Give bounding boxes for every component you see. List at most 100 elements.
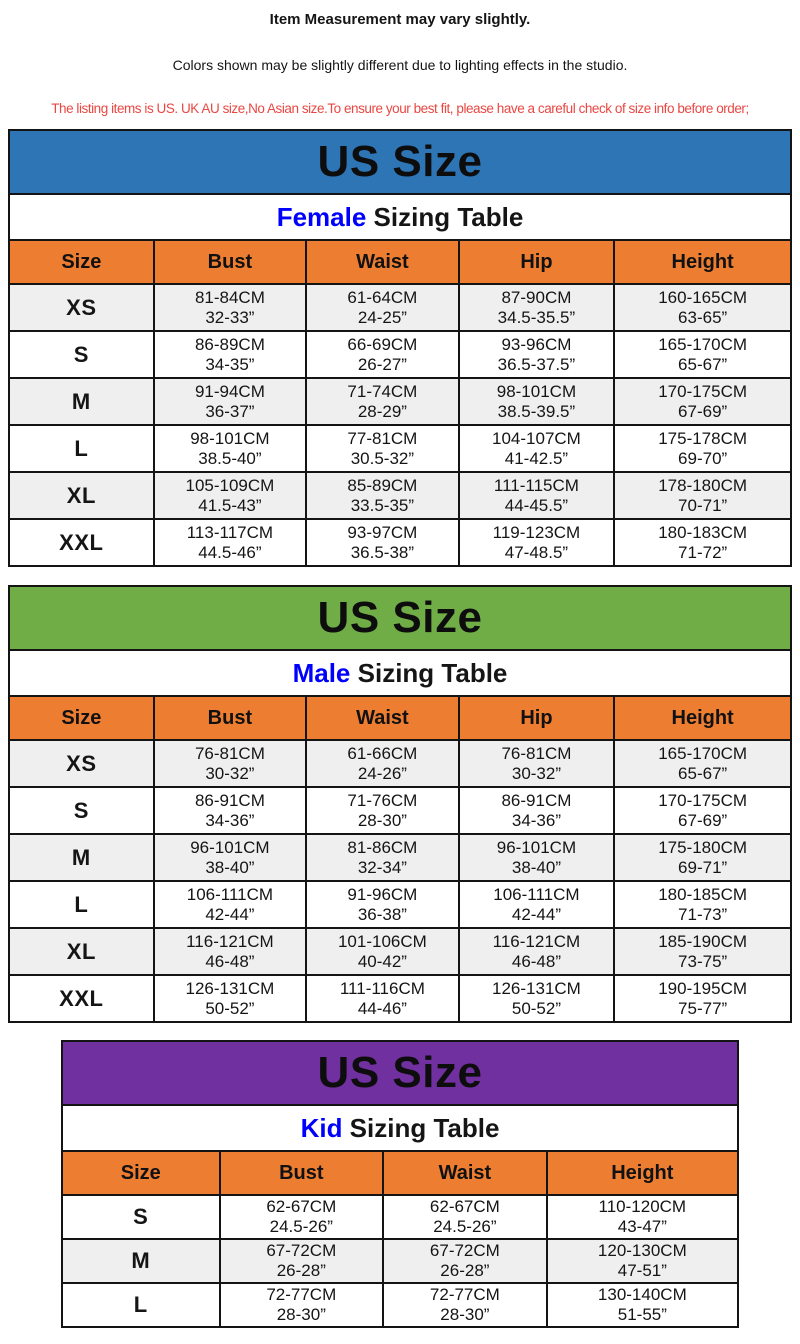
subtitle-row: Male Sizing Table (8, 649, 792, 697)
column-header-waist: Waist (305, 239, 460, 285)
measurement-cell: 76-81CM 30-32” (457, 739, 616, 788)
measurement-cell: 190-195CM 75-77” (613, 974, 792, 1023)
subtitle-row: Female Sizing Table (8, 193, 792, 241)
column-header-hip: Hip (457, 239, 616, 285)
size-label: XS (8, 739, 155, 788)
measurement-cell: 93-97CM 36.5-38” (305, 518, 460, 567)
measurement-cm: 126-131CM (185, 978, 275, 998)
us-size-banner-kid: US Size (61, 1040, 739, 1106)
measurement-inches: 75-77” (678, 998, 728, 1018)
measurement-inches: 73-75” (678, 951, 728, 971)
measurement-cm: 71-74CM (347, 381, 418, 401)
size-label: L (61, 1282, 221, 1328)
measurement-inches: 44.5-46” (198, 542, 262, 562)
measurement-cell: 96-101CM 38-40” (152, 833, 308, 882)
measurement-cm: 96-101CM (496, 837, 577, 857)
measurement-cell: 98-101CM 38.5-40” (152, 424, 308, 473)
measurement-cell: 72-77CM 28-30” (218, 1282, 385, 1328)
measurement-inches: 33.5-35” (350, 495, 415, 515)
measurement-cell: 76-81CM 30-32” (152, 739, 308, 788)
measurement-inches: 46-48” (205, 951, 255, 971)
measurement-cm: 86-91CM (501, 790, 572, 810)
measurement-inches: 51-55” (617, 1305, 667, 1324)
measurement-cm: 85-89CM (347, 475, 418, 495)
measurement-cm: 96-101CM (190, 837, 270, 857)
column-header-height: Height (545, 1150, 740, 1196)
measurement-cm: 111-115CM (493, 475, 579, 495)
measurement-cm: 98-101CM (190, 428, 270, 448)
measurement-inches: 36-38” (357, 904, 407, 924)
measurement-cell: 110-120CM 43-47” (545, 1194, 740, 1240)
measurement-cm: 101-106CM (337, 931, 427, 951)
table-row: XXL 126-131CM 50-52” 111-116CM 44-46” 126-131… (8, 974, 792, 1023)
measurement-cm: 113-117CM (186, 522, 274, 542)
measurement-cm: 160-165CM (658, 287, 748, 307)
banner-row: US Size (61, 1040, 739, 1106)
measurement-cell: 96-101CM 38-40” (457, 833, 616, 882)
column-header-bust: Bust (218, 1150, 385, 1196)
measurement-cm: 180-183CM (658, 522, 748, 542)
measurement-inches: 26-27” (357, 354, 407, 374)
size-label: L (8, 424, 155, 473)
measurement-inches: 34-35” (205, 354, 255, 374)
subtitle-row: Kid Sizing Table (61, 1104, 739, 1152)
measurement-inches: 46-48” (511, 951, 561, 971)
kid-sizing-table: US Size Kid Sizing Table Size Bust Waist… (61, 1040, 740, 1328)
measurement-cm: 77-81CM (347, 428, 418, 448)
measurement-cm: 116-121CM (492, 931, 581, 951)
measurement-cm: 61-64CM (347, 287, 418, 307)
measurement-cm: 86-91CM (194, 790, 265, 810)
measurement-inches: 26-28” (276, 1261, 326, 1280)
measurement-inches: 40-42” (357, 951, 407, 971)
table-row: S 86-89CM 34-35” 66-69CM 26-27” 93-96CM 36.5-3… (8, 330, 792, 379)
subtitle-accent-female: Female (276, 201, 367, 232)
measurement-cm: 106-111CM (186, 884, 274, 904)
measurement-inches: 28-29” (357, 401, 407, 421)
subtitle-rest: Sizing Table (366, 201, 524, 232)
measurement-cell: 67-72CM 26-28” (382, 1238, 548, 1284)
column-header-size: Size (8, 695, 155, 741)
measurement-inches: 28-30” (357, 810, 407, 830)
measurement-inches: 63-65” (678, 307, 728, 327)
measurement-cell: 62-67CM 24.5-26” (382, 1194, 548, 1240)
measurement-inches: 26-28” (440, 1261, 490, 1280)
measurement-cm: 185-190CM (658, 931, 748, 951)
measurement-cm: 106-111CM (493, 884, 580, 904)
measurement-cell: 130-140CM 51-55” (545, 1282, 740, 1328)
male-table-subtitle: Male Sizing Table (8, 649, 792, 697)
column-header-row: Size Bust Waist Height (61, 1150, 740, 1196)
measurement-inches: 41-42.5” (504, 448, 569, 468)
size-label: XS (8, 283, 155, 332)
measurement-inches: 38-40” (511, 857, 561, 877)
measurement-cell: 175-178CM 69-70” (613, 424, 792, 473)
measurement-inches: 42-44” (511, 904, 561, 924)
size-label: XXL (8, 518, 155, 567)
measurement-inches: 34-36” (511, 810, 561, 830)
size-label: S (61, 1194, 221, 1240)
measurement-inches: 38.5-39.5” (497, 401, 576, 421)
measurement-cm: 76-81CM (194, 743, 265, 763)
table-row: XL 116-121CM 46-48” 101-106CM 40-42” 116-121C… (8, 927, 792, 976)
measurement-inches: 38-40” (205, 857, 255, 877)
measurement-cell: 91-96CM 36-38” (305, 880, 460, 929)
subtitle-accent-kid: Kid (300, 1112, 343, 1143)
measurement-inches: 70-71” (678, 495, 728, 515)
measurement-inches: 65-67” (678, 354, 728, 374)
subtitle-accent-male: Male (292, 657, 351, 688)
measurement-cm: 120-130CM (597, 1241, 687, 1260)
us-size-banner-male: US Size (8, 585, 792, 651)
measurement-cm: 165-170CM (658, 743, 748, 763)
size-label: M (8, 377, 155, 426)
measurement-cell: 106-111CM 42-44” (457, 880, 616, 929)
column-header-row: Size Bust Waist Hip Height (8, 695, 792, 741)
measurement-cell: 165-170CM 65-67” (613, 330, 792, 379)
measurement-cell: 72-77CM 28-30” (382, 1282, 548, 1328)
column-header-height: Height (613, 239, 792, 285)
measurement-inches: 24.5-26” (269, 1217, 333, 1236)
measurement-cell: 116-121CM 46-48” (457, 927, 616, 976)
measurement-inches: 28-30” (440, 1305, 490, 1324)
measurement-cm: 170-175CM (658, 381, 748, 401)
male-sizing-table: US Size Male Sizing Table Size Bust Wais… (8, 585, 792, 1023)
banner-row: US Size (8, 129, 792, 195)
measurement-cm: 111-116CM (339, 978, 425, 998)
